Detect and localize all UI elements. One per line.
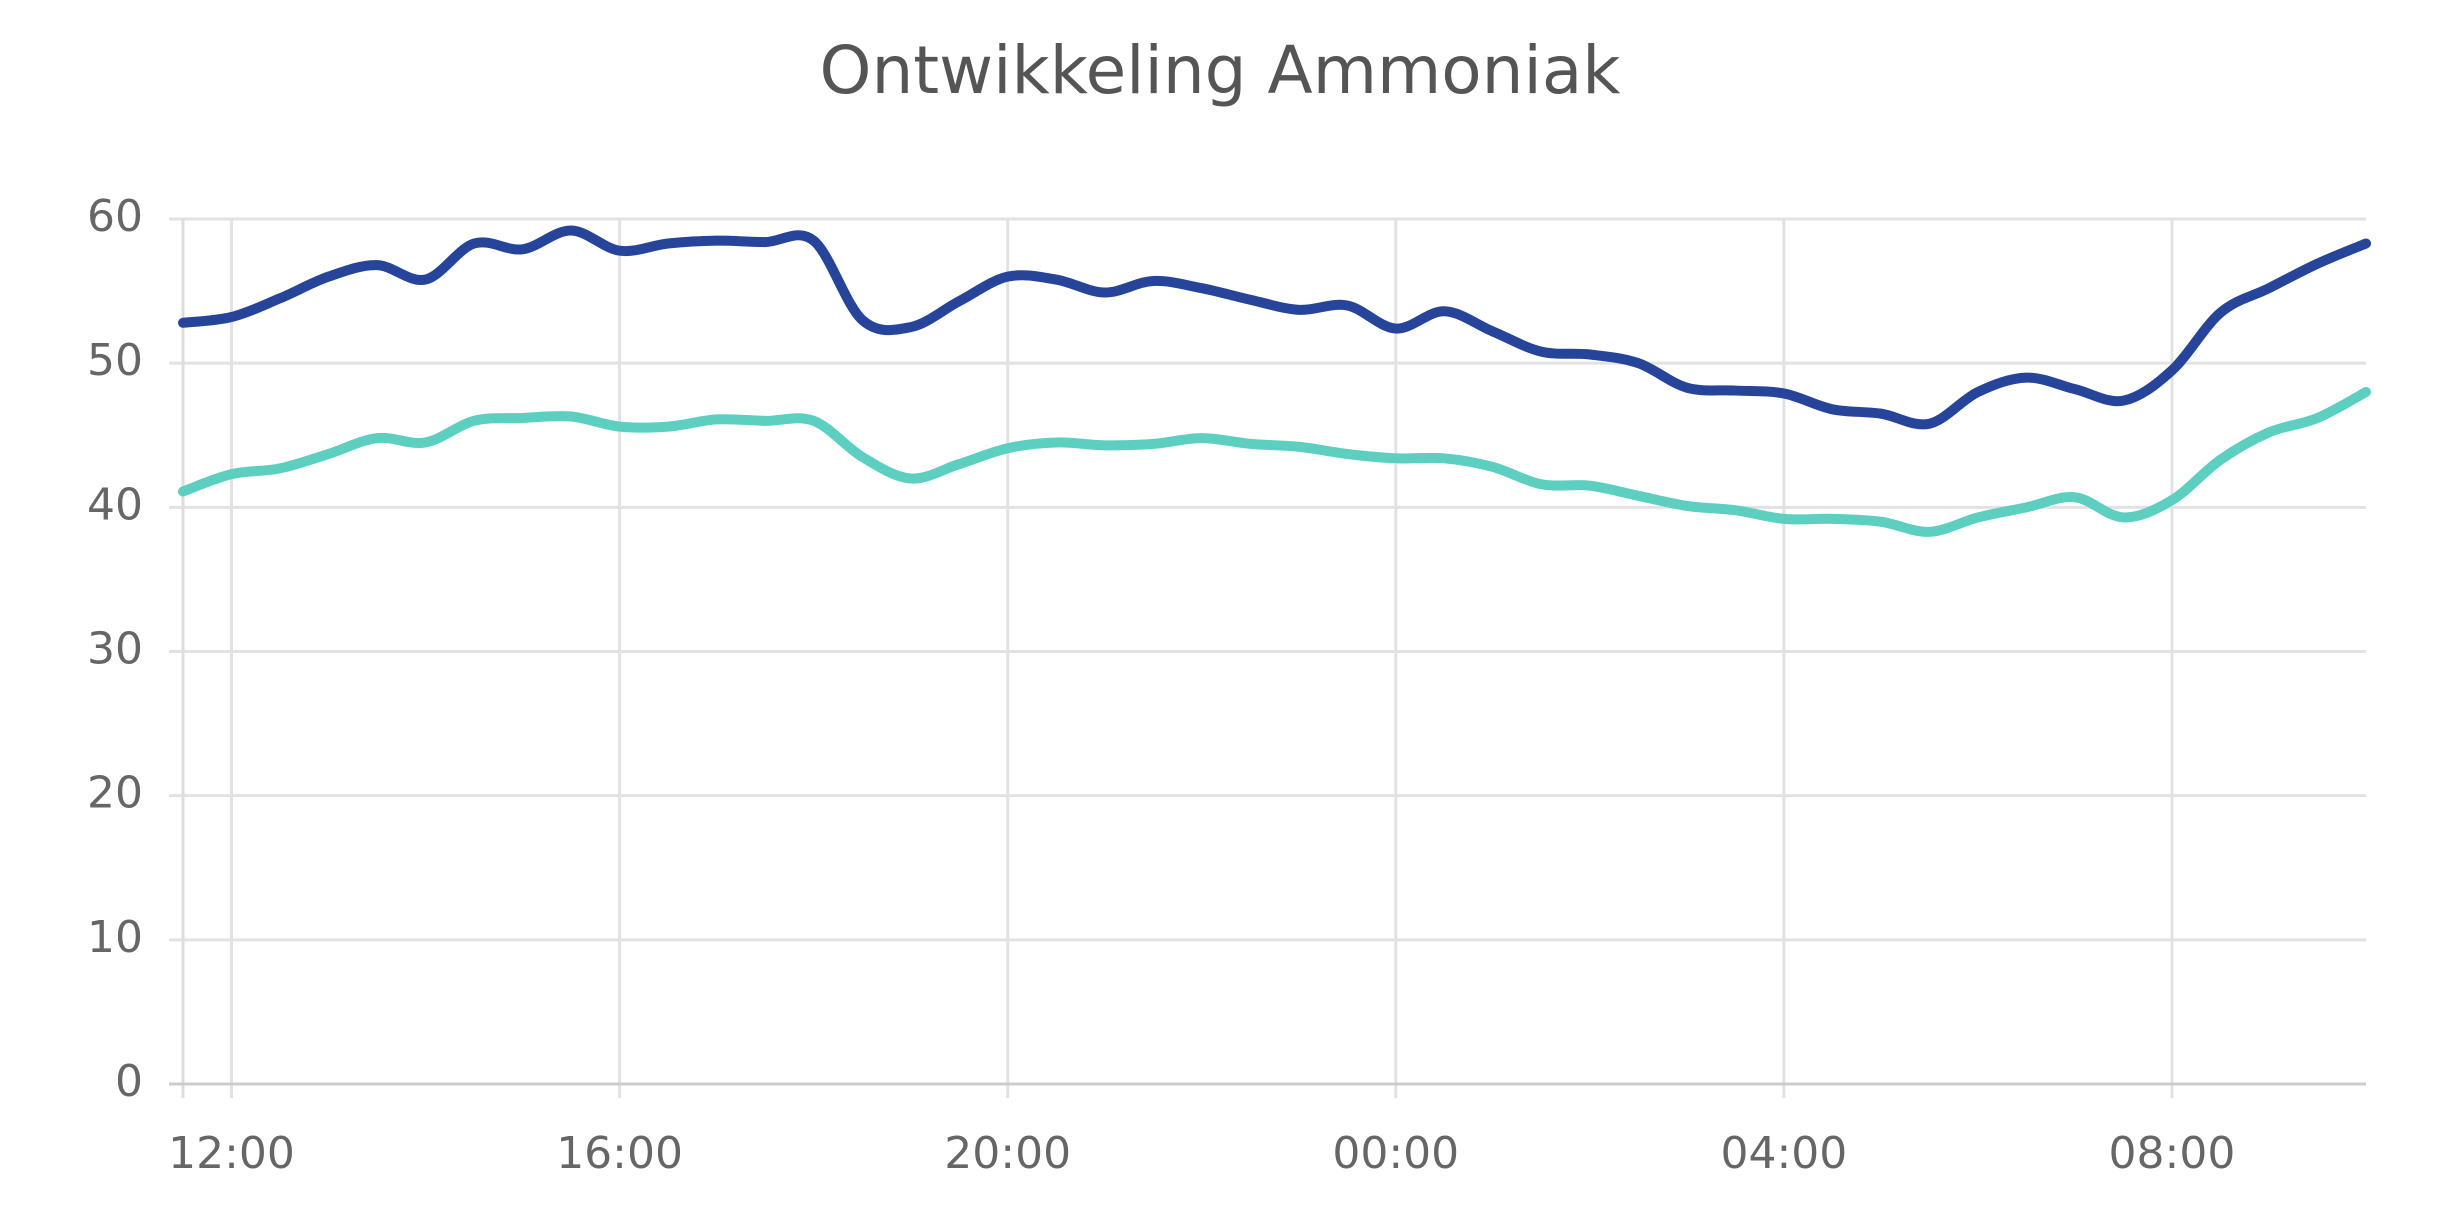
x-tick-label: 12:00 (168, 1128, 295, 1179)
y-tick-label: 50 (87, 335, 143, 386)
y-tick-label: 0 (115, 1056, 143, 1107)
x-tick-label: 08:00 (2109, 1128, 2236, 1179)
data-line (178, 387, 2371, 537)
x-tick-label: 00:00 (1332, 1128, 1459, 1179)
x-tick-label: 04:00 (1720, 1128, 1847, 1179)
x-tick-label: 20:00 (944, 1128, 1071, 1179)
y-tick-label: 60 (87, 191, 143, 242)
y-tick-label: 20 (87, 768, 143, 819)
chart-title: Ontwikkeling Ammoniak (820, 32, 1622, 109)
x-tick-label: 16:00 (556, 1128, 683, 1179)
y-tick-label: 30 (87, 624, 143, 675)
y-tick-label: 10 (87, 912, 143, 963)
y-tick-label: 40 (87, 479, 143, 530)
data-line (178, 225, 2371, 430)
